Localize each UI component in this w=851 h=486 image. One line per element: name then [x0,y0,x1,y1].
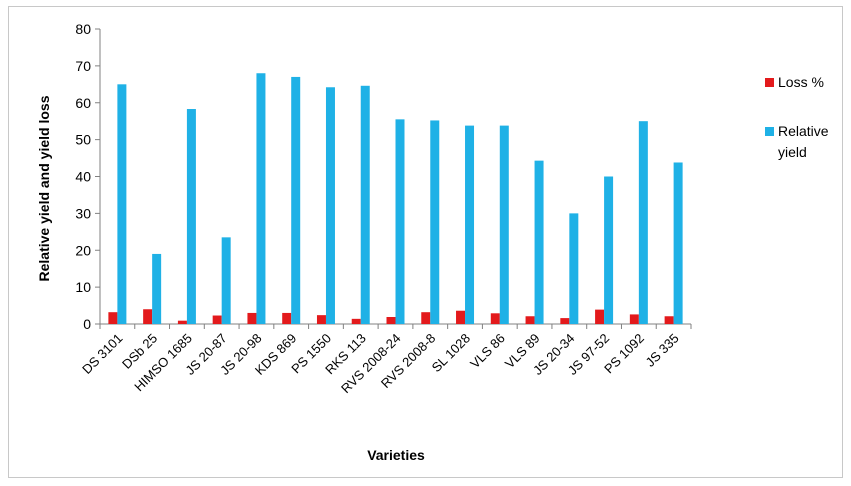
y-tick-label: 30 [75,205,91,221]
relative-yield-bar [569,213,579,324]
loss-bar [456,310,466,324]
y-tick-label: 10 [75,279,91,295]
loss-bar [629,314,639,324]
relative-yield-bar [499,125,509,324]
relative-yield-bar [256,73,266,324]
x-tick-label: VLS 86 [467,331,508,372]
x-tick-label: JS 335 [643,331,682,370]
relative-yield-bar [117,84,127,324]
relative-yield-bar [673,162,683,324]
y-tick-label: 40 [75,169,91,185]
loss-bar [316,315,326,324]
loss-bar [212,315,222,324]
x-axis-title: Varieties [367,447,425,463]
relative-yield-bar [604,176,614,324]
y-axis-title-group: Relative yield and yield loss [36,95,52,281]
loss-bar [595,309,605,324]
y-axis-title: Relative yield and yield loss [36,95,52,281]
relative-yield-bar [430,120,440,324]
loss-bar [177,320,187,324]
relative-yield-bar [221,237,231,324]
loss-bar [560,318,570,324]
chart-frame: Relative yield and yield loss Varieties … [8,6,843,478]
legend: Loss % Relative yield [765,74,829,160]
loss-bar [351,318,361,324]
x-tick-label: DS 3101 [79,331,125,377]
x-tick-label: SL 1028 [429,331,474,376]
relative-yield-bar [291,76,301,324]
legend-swatch-relative-yield [765,127,774,136]
legend-label-loss: Loss % [778,74,824,90]
y-tick-label: 50 [75,132,91,148]
loss-bar [282,312,292,324]
y-tick-label: 70 [75,58,91,74]
legend-label-relative-yield: Relative yield [778,123,829,160]
relative-yield-bar [325,87,335,324]
loss-bar [525,316,535,324]
loss-bar [247,312,257,324]
loss-bar [490,313,500,324]
bar-chart: Relative yield and yield loss Varieties … [36,21,829,463]
loss-bar [386,316,396,324]
relative-yield-bar [638,121,648,324]
loss-bar [108,312,118,324]
relative-yield-bar [186,109,196,324]
loss-bar [143,309,153,324]
relative-yield-bar [152,253,162,324]
relative-yield-bar [360,85,370,324]
loss-bar [664,316,674,324]
y-tick-label: 20 [75,242,91,258]
y-tick-label: 60 [75,95,91,111]
legend-swatch-loss [765,78,774,87]
relative-yield-bar [465,125,475,324]
relative-yield-bar [534,160,544,324]
relative-yield-bar [395,119,405,324]
loss-bar [421,312,431,324]
y-tick-label: 0 [83,316,91,332]
y-tick-label: 80 [75,21,91,37]
